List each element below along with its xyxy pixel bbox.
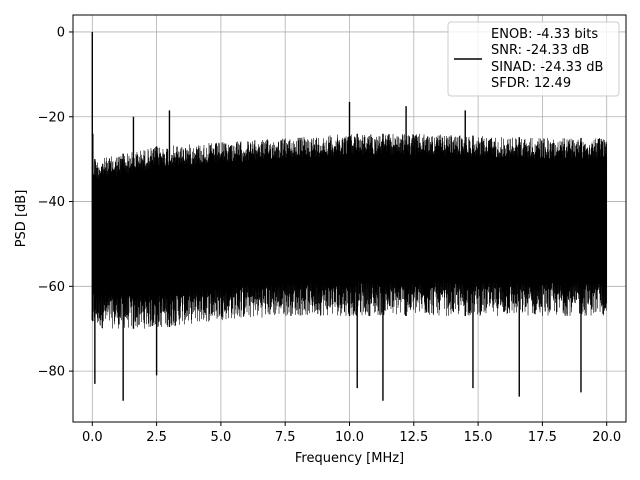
legend-text-snr: SNR: -24.33 dB bbox=[491, 43, 589, 58]
x-tick-label: 10.0 bbox=[335, 430, 364, 445]
legend-text-sinad: SINAD: -24.33 dB bbox=[491, 60, 603, 75]
psd-series bbox=[91, 31, 608, 401]
x-tick-label: 7.5 bbox=[275, 430, 296, 445]
legend-box bbox=[447, 21, 620, 97]
x-tick-label: 2.5 bbox=[146, 430, 167, 445]
y-axis-title: PSD [dB] bbox=[14, 190, 29, 248]
legend-text-sfdr: SFDR: 12.49 bbox=[491, 76, 571, 91]
x-tick-label: 5.0 bbox=[211, 430, 232, 445]
y-tick-label: −60 bbox=[38, 280, 65, 295]
legend: ENOB: -4.33 bits SNR: -24.33 dB SINAD: -… bbox=[447, 21, 620, 97]
y-tick-label: −20 bbox=[38, 110, 65, 125]
y-tick-label: 0 bbox=[57, 25, 65, 40]
x-tick-label: 20.0 bbox=[592, 430, 621, 445]
x-tick-label: 12.5 bbox=[399, 430, 428, 445]
x-tick-label: 17.5 bbox=[528, 430, 557, 445]
x-axis-ticks: 0.0 2.5 5.0 7.5 10.0 12.5 15.0 17.5 20.0 bbox=[82, 422, 621, 445]
x-tick-label: 0.0 bbox=[82, 430, 103, 445]
x-tick-label: 15.0 bbox=[464, 430, 493, 445]
x-axis-title: Frequency [MHz] bbox=[295, 451, 404, 466]
y-axis-ticks: 0 −20 −40 −60 −80 bbox=[38, 25, 73, 380]
y-tick-label: −80 bbox=[38, 365, 65, 380]
y-tick-label: −40 bbox=[38, 195, 65, 210]
legend-text-enob: ENOB: -4.33 bits bbox=[491, 27, 598, 42]
